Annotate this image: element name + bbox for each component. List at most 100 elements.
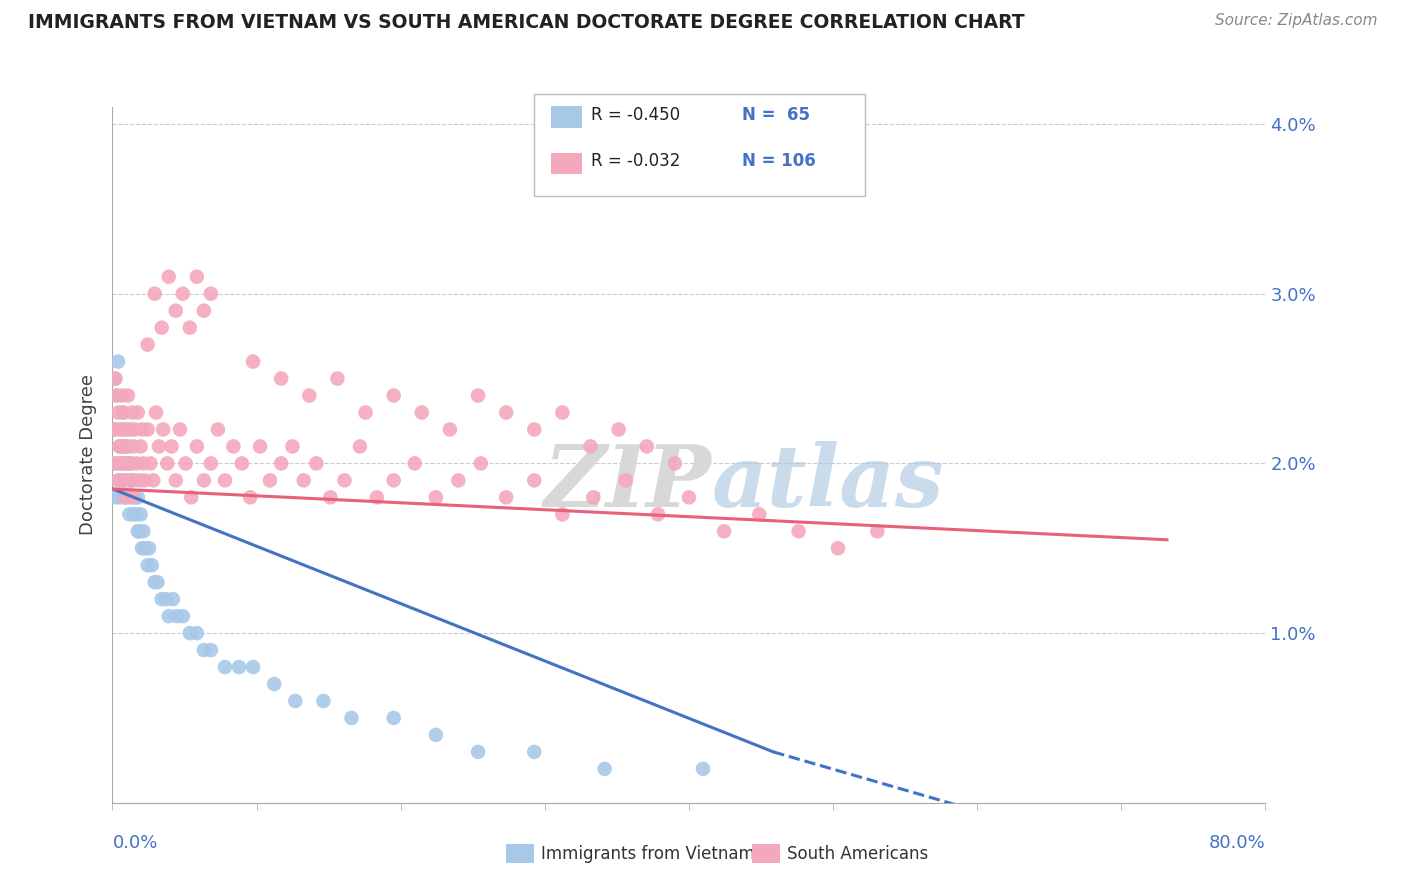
Text: IMMIGRANTS FROM VIETNAM VS SOUTH AMERICAN DOCTORATE DEGREE CORRELATION CHART: IMMIGRANTS FROM VIETNAM VS SOUTH AMERICA… [28,13,1025,32]
Point [270,371,292,385]
Point [120,474,142,488]
Point [118,508,141,522]
Point [118,457,141,471]
Point [110,422,132,436]
Point [231,457,253,471]
Point [127,524,149,539]
Point [131,541,153,556]
Point [114,439,136,453]
Point [111,457,134,471]
Point [169,422,191,436]
Point [117,439,139,453]
Point [115,457,138,471]
Point [551,405,574,419]
Text: ZIP: ZIP [544,441,711,524]
Point [142,474,165,488]
Point [664,457,686,471]
Point [122,508,145,522]
Point [129,508,152,522]
Point [193,303,215,318]
Point [259,474,281,488]
Text: Source: ZipAtlas.com: Source: ZipAtlas.com [1215,13,1378,29]
Point [582,491,605,505]
Point [242,660,264,674]
Point [139,457,162,471]
Point [157,609,180,624]
Point [292,474,315,488]
Point [104,422,127,436]
Point [104,371,127,385]
Point [118,457,141,471]
Point [114,491,136,505]
Point [112,474,135,488]
Point [115,474,138,488]
Point [110,422,132,436]
Point [249,439,271,453]
Point [179,320,201,334]
Point [165,303,187,318]
Point [614,474,637,488]
Point [636,439,658,453]
Point [523,474,546,488]
Point [132,457,155,471]
Text: South Americans: South Americans [787,845,928,863]
Point [319,491,342,505]
Point [110,457,132,471]
Point [107,457,129,471]
Point [551,508,574,522]
Point [207,422,229,436]
Point [115,457,138,471]
Point [439,422,461,436]
Point [270,457,292,471]
Point [112,439,135,453]
Point [166,609,188,624]
Point [263,677,285,691]
Point [186,626,208,640]
Point [124,491,146,505]
Point [114,491,136,505]
Point [411,405,433,419]
Point [150,320,173,334]
Point [125,457,148,471]
Text: 0.0%: 0.0% [112,834,157,852]
Point [193,474,215,488]
Point [152,422,174,436]
Point [108,474,131,488]
Point [523,422,546,436]
Point [105,388,128,402]
Point [111,388,134,402]
Point [692,762,714,776]
Point [172,286,194,301]
Point [495,405,517,419]
Point [222,439,245,453]
Point [129,439,152,453]
Point [105,491,128,505]
Point [150,592,173,607]
Point [281,439,304,453]
Point [131,422,153,436]
Point [112,474,135,488]
Point [193,643,215,657]
Point [121,491,143,505]
Point [122,474,145,488]
Point [305,457,328,471]
Point [593,762,616,776]
Point [134,541,156,556]
Point [112,405,135,419]
Point [138,541,160,556]
Point [523,745,546,759]
Point [180,491,202,505]
Point [111,405,134,419]
Point [200,643,222,657]
Point [143,286,166,301]
Point [162,592,184,607]
Point [186,269,208,284]
Point [647,508,669,522]
Point [228,660,250,674]
Point [115,422,138,436]
Point [125,508,148,522]
Point [349,439,371,453]
Point [127,405,149,419]
Point [354,405,377,419]
Text: 80.0%: 80.0% [1209,834,1265,852]
